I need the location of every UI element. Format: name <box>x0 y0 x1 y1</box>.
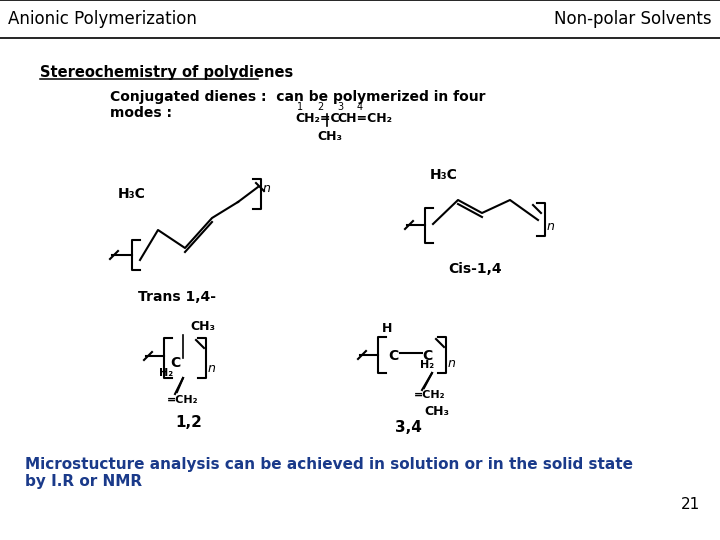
Text: n: n <box>208 362 216 375</box>
Text: =CH₂: =CH₂ <box>414 390 446 400</box>
Text: 3,4: 3,4 <box>395 420 422 435</box>
Text: n: n <box>547 220 555 233</box>
Text: Stereochemistry of polydienes: Stereochemistry of polydienes <box>40 65 293 80</box>
Text: CH₃: CH₃ <box>317 130 342 143</box>
Text: 21: 21 <box>680 497 700 512</box>
Text: n: n <box>448 357 456 370</box>
Text: 3: 3 <box>337 102 343 112</box>
Text: =CH₂: =CH₂ <box>167 395 199 405</box>
Text: H₂: H₂ <box>420 360 434 370</box>
Text: modes :: modes : <box>110 106 172 120</box>
Text: H₂: H₂ <box>159 368 173 378</box>
Text: C: C <box>422 349 432 363</box>
Text: Conjugated dienes :  can be polymerized in four: Conjugated dienes : can be polymerized i… <box>110 90 485 104</box>
Text: H₃C: H₃C <box>430 168 458 182</box>
Text: CH₃: CH₃ <box>190 320 215 333</box>
Text: 2: 2 <box>317 102 323 112</box>
Text: C: C <box>388 349 398 363</box>
Text: Anionic Polymerization: Anionic Polymerization <box>8 10 197 28</box>
Text: 4: 4 <box>357 102 363 112</box>
Text: Trans 1,4-: Trans 1,4- <box>138 290 216 304</box>
Text: 1,2: 1,2 <box>175 415 202 430</box>
Text: Cis-1,4: Cis-1,4 <box>448 262 502 276</box>
Text: by I.R or NMR: by I.R or NMR <box>25 474 142 489</box>
Text: CH₂=C: CH₂=C <box>295 112 340 125</box>
Text: H₃C: H₃C <box>118 187 146 201</box>
Text: C: C <box>170 356 180 370</box>
Text: Microstucture analysis can be achieved in solution or in the solid state: Microstucture analysis can be achieved i… <box>25 457 633 472</box>
Text: CH₃: CH₃ <box>424 405 449 418</box>
Text: 1: 1 <box>297 102 303 112</box>
Text: Non-polar Solvents: Non-polar Solvents <box>554 10 712 28</box>
Text: n: n <box>263 182 271 195</box>
Text: CH=CH₂: CH=CH₂ <box>337 112 392 125</box>
Text: H: H <box>382 322 392 335</box>
